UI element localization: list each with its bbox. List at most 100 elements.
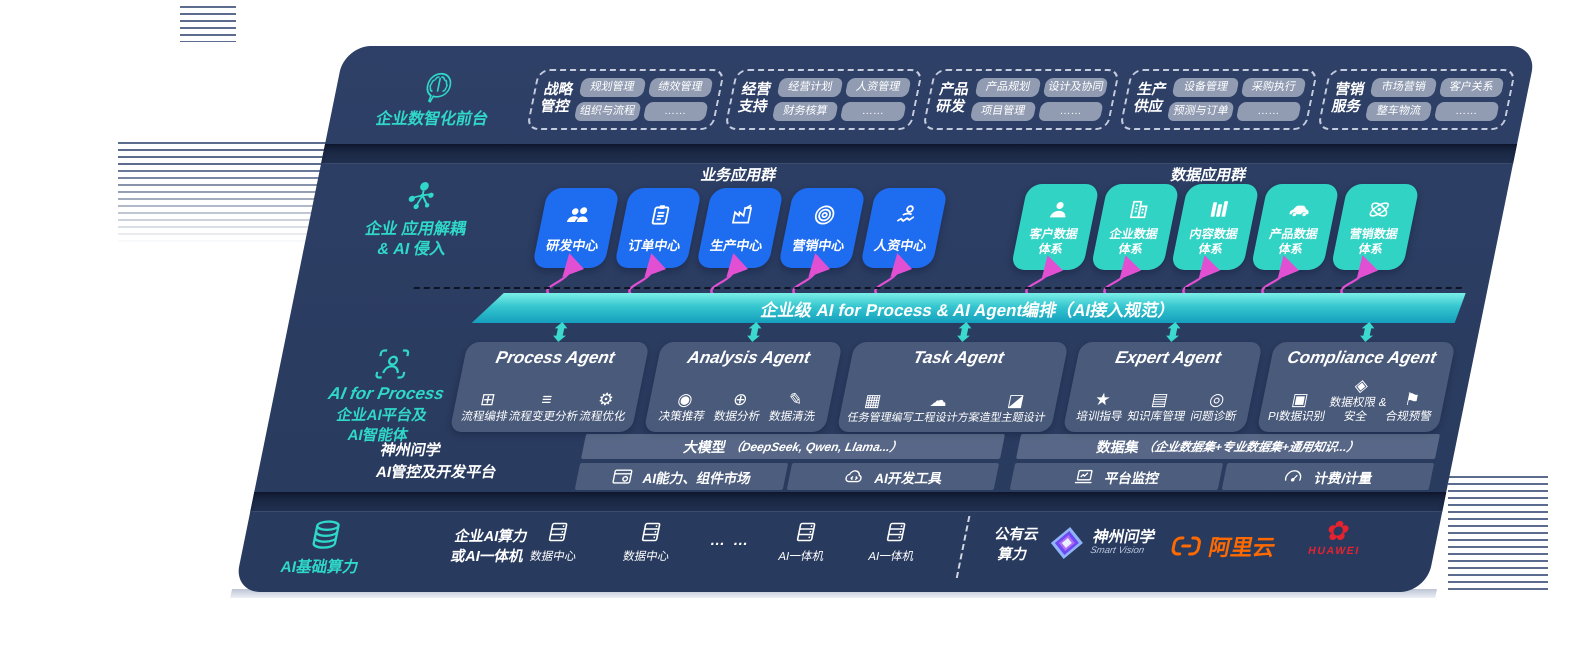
huawei-logo: ✿ HUAWEI bbox=[1307, 516, 1367, 557]
platform-monitor-cell: 平台监控 bbox=[1009, 463, 1223, 490]
model-bar: 大模型 （DeepSeek, Qwen, Llama...） bbox=[580, 434, 1006, 459]
ai-appliance-node: AI一体机 bbox=[858, 520, 931, 564]
node-label: AI一体机 bbox=[867, 551, 915, 563]
agent-title: Process Agent bbox=[494, 348, 617, 367]
data-app-card: 营销数据 体系 bbox=[1330, 184, 1420, 270]
team-icon bbox=[563, 202, 594, 228]
double-arrow-icon bbox=[1164, 322, 1183, 342]
model-group: 大模型 （DeepSeek, Qwen, Llama...） AI能力、组件市场 bbox=[574, 434, 1006, 490]
alibaba-cloud-logo: 阿里云 bbox=[1168, 530, 1279, 562]
front-chip: 预测与订单 bbox=[1167, 101, 1235, 121]
front-group-title: 营销 服务 bbox=[1330, 81, 1366, 115]
front-chip: …… bbox=[1037, 101, 1105, 121]
server-icon bbox=[637, 520, 666, 544]
platform-monitor-label: 平台监控 bbox=[1103, 470, 1161, 486]
front-office-label: 企业数智化前台 bbox=[374, 110, 490, 128]
front-chip: …… bbox=[1433, 101, 1500, 121]
decoupling-rail: 企业 应用解耦 & AI 侵入 bbox=[319, 178, 516, 260]
infra-label: AI基础算力 bbox=[278, 559, 360, 576]
engineering-doc-icon: ☁ bbox=[928, 390, 950, 410]
datacenter-node: 数据中心 bbox=[613, 520, 686, 564]
components-market-icon bbox=[609, 466, 635, 488]
agent-item-label: 数据清洗 bbox=[767, 411, 817, 424]
task-icon: ▦ bbox=[862, 390, 883, 410]
agent-item-label: 决策推荐 bbox=[657, 411, 706, 424]
main-panel: 企业数智化前台 战略 管控 规划管理 绩效管理 组织与流程 …… 经营 支持 经… bbox=[233, 46, 1537, 592]
target-icon bbox=[809, 202, 840, 228]
data-app-card: 客户数据 体系 bbox=[1010, 184, 1100, 270]
agent-item-label: 编写工程设计方案 bbox=[890, 411, 981, 424]
columns-icon bbox=[1204, 197, 1234, 222]
agents-row: Process Agent ⊞ 流程编排 ≡ 流程变更分析 ⚙ 流程优化 Analys… bbox=[449, 342, 1456, 432]
hatch-decoration bbox=[180, 6, 236, 42]
front-group-title: 战略 管控 bbox=[538, 81, 575, 115]
app-decoupling-layer: 企业 应用解耦 & AI 侵入 业务应用群 数据应用群 研发中心 订单中心 bbox=[295, 164, 1513, 292]
front-group-product: 产品 研发 产品规划 设计及协同 项目管理 …… bbox=[921, 68, 1121, 130]
shenzhou-wenxue-sub: Smart Vision bbox=[1089, 545, 1146, 557]
agent-item-label: 任务管理 bbox=[846, 411, 893, 424]
agent-item-label: PI数据识别 bbox=[1266, 411, 1327, 424]
flow-orchestration-icon: ⊞ bbox=[478, 390, 497, 410]
data-app-card: 企业数据 体系 bbox=[1090, 184, 1180, 270]
pi-data-icon: ▣ bbox=[1289, 390, 1310, 410]
data-permission-icon: ◈ bbox=[1353, 376, 1370, 396]
platform-monitor-icon bbox=[1071, 466, 1097, 488]
business-apps-row: 研发中心 订单中心 生产中心 bbox=[531, 188, 949, 268]
node-label: 数据中心 bbox=[528, 551, 578, 563]
front-chip: 采购执行 bbox=[1240, 77, 1307, 97]
dashed-vertical-divider bbox=[955, 516, 971, 578]
front-chip: 财务核算 bbox=[771, 101, 840, 121]
data-app-card: 产品数据 体系 bbox=[1250, 184, 1340, 270]
metering-cell: 计费/计量 bbox=[1221, 463, 1435, 490]
agent-title: Compliance Agent bbox=[1285, 348, 1439, 367]
front-chip: 规划管理 bbox=[578, 77, 647, 97]
agent-item-label: 问题诊断 bbox=[1189, 411, 1238, 424]
metering-label: 计费/计量 bbox=[1312, 470, 1374, 486]
components-market-label: AI能力、组件市场 bbox=[641, 470, 753, 486]
metering-icon bbox=[1281, 466, 1307, 488]
database-icon bbox=[306, 518, 346, 551]
double-arrow-icon bbox=[1358, 322, 1377, 342]
devtools-label: AI开发工具 bbox=[873, 470, 944, 486]
node-label: AI一体机 bbox=[777, 551, 825, 563]
data-analysis-icon: ⊕ bbox=[731, 390, 750, 410]
infra-rail: AI基础算力 bbox=[255, 518, 392, 577]
ai-for-process-label: AI for Process bbox=[326, 384, 446, 403]
agent-title: Analysis Agent bbox=[685, 348, 812, 367]
agent-title: Task Agent bbox=[911, 348, 1006, 367]
double-arrow-icon bbox=[551, 322, 570, 342]
front-chip: …… bbox=[840, 101, 907, 121]
server-icon bbox=[544, 520, 573, 544]
front-group-strategy: 战略 管控 规划管理 绩效管理 组织与流程 …… bbox=[526, 68, 726, 130]
server-icon bbox=[792, 520, 821, 544]
node-label: 数据中心 bbox=[621, 551, 671, 563]
business-apps-header: 业务应用群 bbox=[699, 167, 778, 184]
front-chip: 设计及协同 bbox=[1042, 77, 1109, 97]
front-groups: 战略 管控 规划管理 绩效管理 组织与流程 …… 经营 支持 经营计划 人资管理… bbox=[526, 68, 1517, 130]
dataset-bar-title: 数据集 bbox=[1095, 438, 1141, 455]
pink-arrows-overlay bbox=[546, 253, 1379, 295]
agent-item-label: 知识库管理 bbox=[1126, 411, 1187, 424]
dashed-boundary-line bbox=[413, 287, 1462, 289]
agent-item-label: 流程变更分析 bbox=[507, 411, 579, 424]
front-chip: 经营计划 bbox=[776, 77, 844, 97]
compliance-agent-card: Compliance Agent ▣ PI数据识别 ◈ 数据权限 & 安全 ⚑ 合规预… bbox=[1255, 342, 1456, 432]
front-chip: 客户关系 bbox=[1438, 77, 1505, 97]
factory-icon bbox=[727, 202, 758, 228]
platform-label: 神州问学 AI管控及开发平台 bbox=[374, 442, 498, 481]
agent-item-label: 流程优化 bbox=[578, 411, 627, 424]
agent-item-label: 流程编排 bbox=[460, 411, 509, 424]
molecule-icon bbox=[399, 178, 445, 216]
front-chip: 市场营销 bbox=[1369, 77, 1438, 97]
compliance-warning-icon: ⚑ bbox=[1402, 390, 1422, 410]
alibaba-cloud-name: 阿里云 bbox=[1206, 535, 1278, 560]
front-group-operation: 经营 支持 经营计划 人资管理 财务核算 …… bbox=[723, 68, 924, 130]
front-chip: 绩效管理 bbox=[647, 77, 714, 97]
ai-layer-rail: AI for Process 企业AI平台及 AI智能体 bbox=[286, 346, 486, 445]
agent-item-label: 数据权限 & 安全 bbox=[1328, 397, 1388, 424]
more-nodes-ellipsis: … … bbox=[708, 532, 753, 549]
double-arrow-icon bbox=[744, 322, 763, 342]
agent-item-label: 数据分析 bbox=[712, 411, 761, 424]
dataset-bar-sub: （企业数据集+专业数据集+通用知识...） bbox=[1141, 440, 1361, 454]
